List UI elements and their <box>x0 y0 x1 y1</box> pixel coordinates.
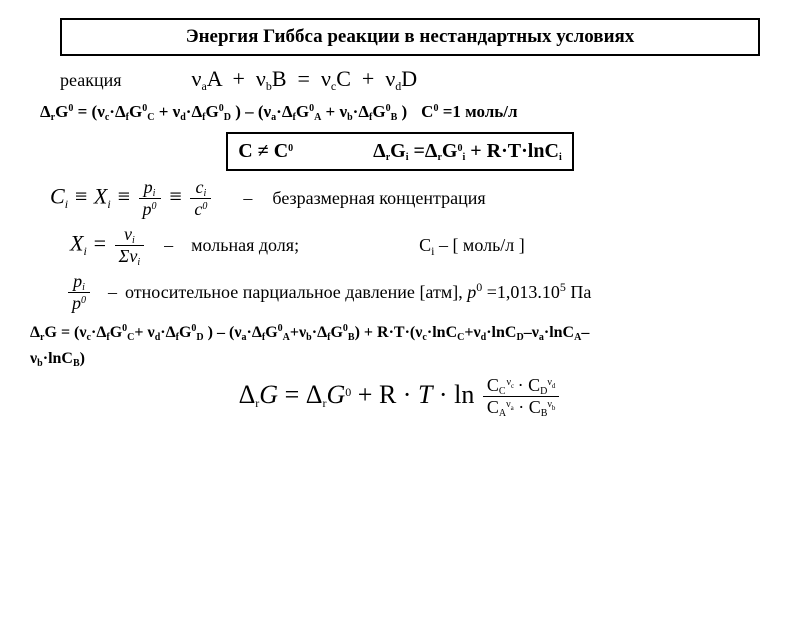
nonstandard-gibbs-box: С ≠ С0 ΔrGi =ΔrG0i + R·T·lnСi <box>226 132 573 171</box>
reaction-label: реакция <box>60 70 122 91</box>
ci-equiv: Ci ≡ Xi ≡ pi p0 ≡ ci c0 <box>50 177 213 220</box>
content-block: реакция νaA + νbB = νcC + νdD ΔrG0 = (νc… <box>0 66 800 418</box>
ci-mol-l: Сi – [ моль/л ] <box>419 235 525 256</box>
dimless-conc-label: безразмерная концентрация <box>272 188 485 209</box>
standard-gibbs-eq: ΔrG0 = (νc·ΔfG0C + νd·ΔfG0D ) – (νa·ΔfG0… <box>40 102 407 122</box>
pi-over-p0: pi p0 <box>66 271 92 314</box>
c0-note: С0 =1 моль/л <box>421 102 517 122</box>
full-expansion: ΔrG = (νc·ΔfG0C+ νd·ΔfG0D ) – (νa·ΔfG0A+… <box>30 324 589 367</box>
page-title: Энергия Гиббса реакции в нестандартных у… <box>60 18 760 56</box>
dimless-dash: – <box>243 188 252 209</box>
mole-frac-label: мольная доля; <box>191 235 299 256</box>
reaction-equation: νaA + νbB = νcC + νdD <box>192 66 418 92</box>
rel-press-label: относительное парциальное давление [атм]… <box>125 282 591 303</box>
xi-frac: Xi = νi Σνi <box>70 224 146 267</box>
dash-3: – <box>108 282 117 303</box>
dash-2: – <box>164 235 173 256</box>
final-equation: ΔrG = ΔrG0 + R · T · ln СCνc · СDνd СAνa… <box>239 380 562 409</box>
